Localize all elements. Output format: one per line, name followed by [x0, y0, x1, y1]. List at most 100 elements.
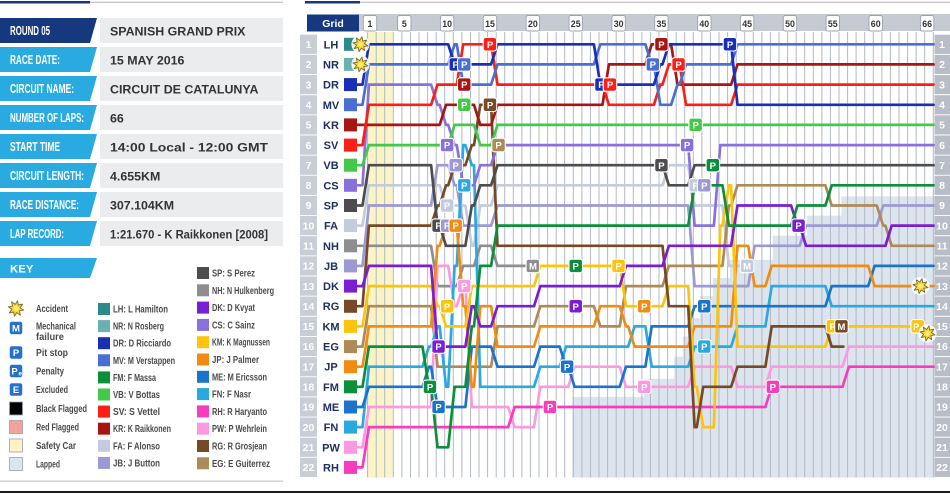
- svg-text:40: 40: [699, 19, 709, 29]
- svg-text:DR: D Ricciardo: DR: D Ricciardo: [113, 339, 171, 350]
- svg-text:RH: RH: [323, 462, 339, 474]
- svg-text:22: 22: [303, 462, 315, 474]
- svg-text:16: 16: [303, 341, 315, 353]
- svg-text:P: P: [453, 161, 460, 172]
- svg-text:P: P: [658, 40, 665, 51]
- svg-text:PW: P Wehrlein: PW: P Wehrlein: [212, 424, 267, 435]
- svg-text:NUMBER OF LAPS:: NUMBER OF LAPS:: [10, 111, 84, 125]
- svg-text:P: P: [11, 367, 18, 378]
- svg-text:6: 6: [306, 140, 312, 152]
- svg-text:P: P: [710, 161, 717, 172]
- svg-text:15: 15: [485, 19, 495, 29]
- svg-text:P: P: [727, 40, 734, 51]
- svg-text:Pit stop: Pit stop: [36, 348, 68, 359]
- svg-text:15 MAY 2016: 15 MAY 2016: [110, 53, 185, 67]
- svg-text:11: 11: [936, 241, 947, 253]
- svg-text:KM: K Magnussen: KM: K Magnussen: [212, 338, 270, 349]
- svg-text:NR: NR: [323, 59, 339, 71]
- svg-text:10: 10: [442, 19, 452, 29]
- svg-text:P: P: [547, 403, 554, 414]
- svg-text:P: P: [461, 181, 468, 192]
- svg-text:e: e: [18, 371, 22, 378]
- svg-text:KEY: KEY: [10, 264, 34, 276]
- svg-text:Accident: Accident: [36, 304, 69, 315]
- svg-text:17: 17: [303, 361, 315, 373]
- svg-text:7: 7: [306, 160, 312, 172]
- svg-text:FM: FM: [323, 382, 339, 394]
- svg-text:12: 12: [303, 261, 315, 273]
- svg-text:Penalty: Penalty: [36, 367, 64, 378]
- svg-text:P: P: [701, 302, 708, 313]
- svg-text:19: 19: [303, 402, 315, 414]
- svg-text:P: P: [650, 60, 657, 71]
- svg-text:P: P: [573, 262, 580, 273]
- svg-text:16: 16: [936, 341, 948, 353]
- svg-text:6: 6: [939, 140, 945, 152]
- svg-text:8: 8: [939, 180, 945, 192]
- svg-text:2: 2: [939, 59, 945, 71]
- svg-text:P: P: [444, 141, 451, 152]
- svg-text:FA: F Alonso: FA: F Alonso: [113, 441, 160, 452]
- svg-text:3: 3: [939, 79, 945, 91]
- svg-text:RACE DISTANCE:: RACE DISTANCE:: [10, 198, 79, 212]
- svg-text:22: 22: [936, 462, 948, 474]
- svg-text:ME: ME: [323, 402, 340, 414]
- svg-text:M: M: [529, 262, 537, 273]
- svg-text:FN: FN: [324, 422, 339, 434]
- svg-text:CIRCUIT LENGTH:: CIRCUIT LENGTH:: [10, 169, 84, 183]
- svg-text:DK: D Kvyat: DK: D Kvyat: [212, 303, 255, 314]
- svg-text:35: 35: [657, 19, 667, 29]
- svg-text:P: P: [913, 322, 920, 333]
- svg-text:P: P: [487, 40, 494, 51]
- svg-text:P: P: [487, 100, 494, 111]
- svg-text:13: 13: [303, 281, 315, 293]
- svg-text:P: P: [830, 322, 837, 333]
- svg-text:P: P: [693, 181, 700, 192]
- svg-text:P: P: [607, 80, 614, 91]
- svg-text:25: 25: [571, 19, 581, 29]
- svg-text:M: M: [743, 262, 751, 273]
- svg-text:20: 20: [936, 422, 948, 434]
- svg-text:M: M: [12, 324, 20, 335]
- svg-text:P: P: [573, 302, 580, 313]
- svg-text:50: 50: [785, 19, 795, 29]
- svg-text:KR: KR: [323, 120, 339, 132]
- svg-text:9: 9: [939, 200, 945, 212]
- svg-text:SV: SV: [324, 140, 339, 152]
- svg-text:KR: K Raikkonen: KR: K Raikkonen: [113, 424, 171, 435]
- svg-text:11: 11: [303, 241, 314, 253]
- svg-text:P: P: [461, 100, 468, 111]
- svg-text:P: P: [564, 362, 571, 373]
- svg-text:Lapped: Lapped: [36, 460, 60, 471]
- svg-text:12: 12: [936, 261, 948, 273]
- svg-text:P: P: [641, 382, 648, 393]
- svg-text:SP: S Perez: SP: S Perez: [212, 269, 255, 280]
- svg-text:Grid: Grid: [322, 18, 344, 30]
- svg-text:18: 18: [936, 382, 948, 394]
- svg-text:P: P: [461, 80, 468, 91]
- svg-text:RH: R Haryanto: RH: R Haryanto: [212, 407, 267, 418]
- svg-text:LH: LH: [324, 39, 339, 51]
- svg-text:M: M: [837, 322, 845, 333]
- svg-text:ROUND 05: ROUND 05: [10, 24, 50, 38]
- svg-text:JP: JP: [324, 362, 337, 374]
- svg-text:2: 2: [306, 59, 312, 71]
- svg-text:P: P: [641, 302, 648, 313]
- svg-text:KM: KM: [322, 321, 339, 333]
- svg-text:JB: J Button: JB: J Button: [113, 458, 160, 469]
- svg-text:Safety Car: Safety Car: [36, 441, 76, 452]
- svg-text:10: 10: [936, 220, 948, 232]
- svg-text:P: P: [701, 342, 708, 353]
- svg-text:P: P: [435, 403, 442, 414]
- svg-text:P: P: [435, 342, 442, 353]
- svg-text:5: 5: [402, 19, 407, 29]
- svg-text:4.655KM: 4.655KM: [110, 169, 160, 183]
- svg-text:P: P: [427, 382, 434, 393]
- svg-text:66: 66: [110, 111, 124, 125]
- svg-text:19: 19: [936, 402, 948, 414]
- svg-text:15: 15: [303, 321, 315, 333]
- svg-text:RACE DATE:: RACE DATE:: [10, 53, 60, 67]
- svg-text:60: 60: [871, 19, 881, 29]
- svg-text:P: P: [444, 221, 451, 232]
- svg-text:FM: F Massa: FM: F Massa: [113, 373, 156, 384]
